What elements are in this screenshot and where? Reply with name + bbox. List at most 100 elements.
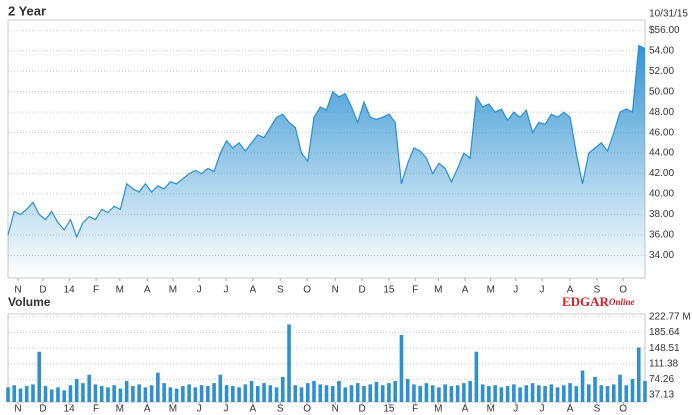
y-tick-label: 38.00	[649, 209, 674, 220]
volume-bar	[231, 386, 235, 402]
x-tick-label: J	[197, 404, 202, 415]
volume-bar	[343, 387, 348, 402]
volume-bar	[287, 324, 291, 402]
volume-bar	[449, 386, 454, 402]
volume-bar	[131, 386, 135, 402]
volume-bar	[256, 386, 260, 402]
x-tick-label: A	[462, 404, 469, 415]
area-fill	[8, 45, 645, 278]
y-tick-label: 42.00	[649, 168, 674, 179]
volume-bar	[543, 386, 547, 402]
volume-bar	[430, 385, 435, 402]
volume-bar	[274, 387, 279, 402]
volume-bar	[393, 381, 397, 402]
volume-bar	[443, 384, 447, 402]
x-tick-label: N	[14, 285, 21, 296]
volume-bar	[43, 386, 48, 402]
volume-bar	[643, 381, 647, 402]
x-tick-label: J	[539, 285, 544, 296]
volume-bar	[424, 383, 429, 402]
volume-bar	[268, 385, 273, 402]
volume-bar	[12, 385, 17, 402]
x-tick-label: J	[539, 404, 544, 415]
x-tick-label: F	[93, 285, 99, 296]
y-tick-label: 185.64	[649, 327, 680, 338]
y-tick-label: 48.00	[649, 107, 674, 118]
volume-bar	[493, 385, 497, 402]
x-tick-label: M	[487, 285, 495, 296]
volume-bar	[181, 386, 185, 402]
volume-bar	[562, 385, 566, 402]
volume-bar	[62, 390, 67, 402]
volume-bar	[156, 372, 160, 402]
x-tick-label: A	[567, 404, 574, 415]
volume-bar	[237, 387, 241, 402]
volume-bar	[618, 374, 622, 402]
x-tick-label: 14	[64, 404, 76, 415]
volume-bar	[249, 381, 254, 402]
volume-bar	[212, 383, 216, 402]
volume-bar	[487, 386, 491, 402]
y-tick-label: 37.13	[649, 389, 674, 400]
volume-bar	[599, 385, 604, 402]
volume-bar	[49, 389, 54, 402]
x-tick-label: M	[487, 404, 495, 415]
logo-suffix: Online	[609, 297, 635, 307]
volume-bar	[199, 385, 204, 402]
price-line	[7, 44, 646, 239]
volume-bar	[37, 351, 42, 402]
volume-bar	[187, 384, 191, 402]
x-tick-label: M	[116, 404, 124, 415]
x-tick-label: D	[358, 285, 365, 296]
volume-bar	[586, 384, 591, 402]
x-tick-label: A	[567, 285, 574, 296]
x-tick-label: O	[619, 285, 627, 296]
volume-bar	[24, 386, 29, 402]
volume-bar	[168, 387, 173, 402]
volume-bar	[624, 385, 629, 402]
y-tick-label: $56.00	[649, 25, 680, 36]
volume-bar	[99, 386, 104, 402]
volume-bar	[262, 383, 266, 402]
x-tick-label: A	[249, 285, 256, 296]
volume-bar	[355, 383, 360, 402]
x-tick-label: A	[144, 285, 151, 296]
y-tick-label: 111.38	[649, 358, 679, 369]
volume-bar	[455, 385, 460, 402]
volume-bar	[224, 385, 229, 402]
volume-bar	[362, 386, 366, 402]
volume-bar	[349, 385, 354, 402]
x-tick-label: D	[39, 285, 46, 296]
volume-bar	[293, 385, 298, 402]
volume-bar	[162, 383, 166, 402]
volume-bar	[605, 386, 610, 402]
logo: EDGAROnline	[562, 294, 634, 309]
volume-bar	[574, 386, 579, 402]
volume-bar	[337, 381, 341, 402]
volume-bar	[611, 384, 616, 402]
volume-bar	[305, 383, 310, 402]
volume-bar	[74, 378, 79, 402]
x-tick-label: A	[144, 404, 151, 415]
x-tick-label: O	[619, 404, 627, 415]
x-tick-label: M	[434, 285, 442, 296]
x-tick-label: N	[332, 404, 339, 415]
y-tick-label: 222.77 M	[649, 312, 691, 323]
y-tick-label: 46.00	[649, 127, 674, 138]
volume-bar	[412, 384, 416, 402]
volume-bar	[568, 383, 572, 402]
volume-bar	[512, 384, 516, 402]
x-tick-label: M	[169, 404, 177, 415]
y-tick-label: 34.00	[649, 250, 674, 261]
x-tick-label: N	[14, 404, 21, 415]
volume-bar	[318, 384, 323, 402]
x-tick-label: S	[277, 404, 284, 415]
volume-bar	[374, 381, 379, 402]
x-tick-label: F	[412, 404, 418, 415]
y-tick-label: 54.00	[649, 45, 674, 56]
y-tick-label: 148.51	[649, 343, 680, 354]
x-tick-label: A	[462, 285, 469, 296]
y-tick-label: 50.00	[649, 86, 674, 97]
volume-bar	[387, 383, 391, 402]
